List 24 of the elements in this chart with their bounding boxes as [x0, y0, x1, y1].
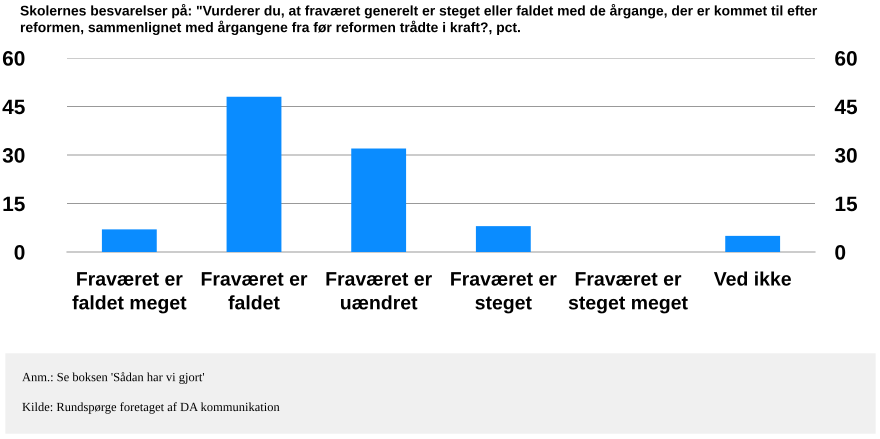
- y2-tick-label: 45: [834, 100, 858, 114]
- y2-tick-label: 15: [836, 196, 858, 212]
- x-tick-label: Fraværet er steget: [451, 272, 557, 314]
- y2-tick-label: 0: [835, 245, 846, 260]
- y-tick-label: 15: [3, 196, 25, 212]
- x-tick-label: Ved ikke: [714, 271, 791, 286]
- y-tick-label: 45: [2, 100, 25, 114]
- bar: [476, 226, 531, 252]
- text: Anm.: Se boksen 'Sådan har vi gjort': [22, 372, 204, 384]
- x-tick-label: Fraværet er steget meget: [568, 272, 688, 314]
- x-tick-label: Fraværet er faldet: [202, 272, 308, 310]
- x-tick-label: Fraværet er uændret: [326, 272, 432, 310]
- y2-tick-label: 60: [835, 51, 857, 66]
- bar: [725, 236, 780, 252]
- x-tick-label: Fraværet er faldet meget: [72, 272, 186, 314]
- y2-tick-label: 30: [834, 148, 857, 163]
- bar: [102, 229, 157, 252]
- bar: [351, 148, 406, 252]
- y-tick-label: 0: [14, 245, 24, 260]
- text: Kilde: Rundspørge foretaget af DA kommunikation: [22, 402, 280, 414]
- y-tick-label: 60: [2, 51, 24, 66]
- chart-title: Skolernes besvarelser på: "Vurderer du, at fraværet generelt er steget eller faldet med de årgange, der er kommet til efter reformen, sammenlignet med årgangene fra før reformen trådte i kraft?, pct.: [20, 4, 818, 36]
- y-tick-label: 30: [2, 148, 24, 163]
- bar: [226, 96, 282, 252]
